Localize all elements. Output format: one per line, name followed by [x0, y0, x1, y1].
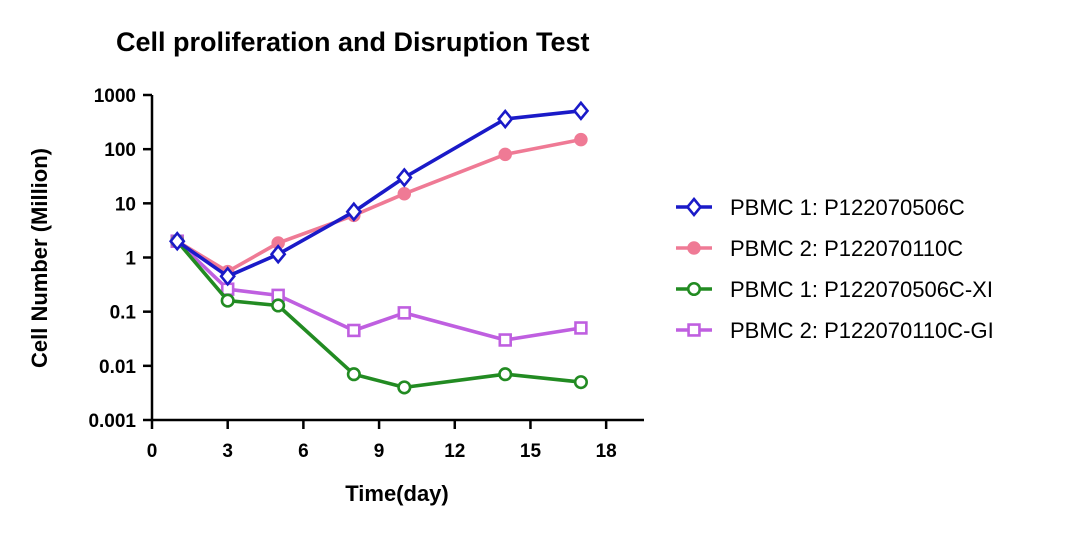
data-point — [397, 380, 412, 395]
data-point — [498, 147, 512, 162]
legend-item: PBMC 1: P122070506C — [676, 195, 965, 220]
y-tick-label: 1000 — [94, 86, 136, 107]
legend-label: PBMC 2: P122070110C-GI — [730, 318, 994, 343]
data-point — [397, 306, 412, 320]
y-axis-label: Cell Number (Million) — [27, 148, 52, 368]
data-point — [346, 367, 361, 382]
x-tick-label: 15 — [520, 441, 542, 462]
data-point — [573, 375, 588, 390]
legend: PBMC 1: P122070506C PBMC 2: P122070110C PB… — [676, 195, 994, 343]
data-point — [572, 100, 590, 121]
axes: 0.001 0.01 0.1 1 10 100 1000 0 3 6 9 12 15 18 — [88, 86, 644, 462]
series-3 — [170, 234, 588, 395]
data-point — [498, 367, 513, 382]
data-point — [345, 201, 363, 222]
legend-item: PBMC 2: P122070110C — [676, 236, 963, 261]
legend-marker — [687, 241, 701, 255]
legend-item: PBMC 2: P122070110C-GI — [676, 318, 994, 343]
legend-label: PBMC 1: P122070506C — [730, 195, 965, 220]
legend-label: PBMC 1: P122070506C-XI — [730, 277, 993, 302]
data-point — [498, 333, 512, 347]
x-tick-label: 18 — [596, 441, 617, 462]
data-point — [397, 187, 412, 201]
series-1 — [168, 100, 590, 287]
y-tick-label: 1 — [125, 249, 136, 270]
data-point — [396, 167, 413, 188]
x-tick-label: 12 — [444, 441, 465, 462]
x-tick-label: 6 — [298, 441, 309, 462]
x-axis-label: Time(day) — [345, 481, 449, 506]
series-2 — [170, 132, 588, 279]
series-line — [176, 137, 582, 274]
y-tick-label: 100 — [104, 140, 136, 161]
data-point — [496, 108, 514, 130]
y-tick-label: 0.01 — [99, 357, 136, 378]
data-point — [574, 321, 588, 335]
x-tick-label: 0 — [147, 441, 158, 462]
y-tick-label: 10 — [115, 194, 136, 215]
data-point — [574, 132, 588, 147]
legend-label: PBMC 2: P122070110C — [730, 236, 963, 261]
legend-marker — [686, 281, 702, 297]
plot-area — [168, 100, 590, 395]
series-4 — [170, 234, 588, 347]
data-point — [168, 231, 186, 252]
legend-marker — [687, 323, 701, 337]
legend-marker — [685, 196, 703, 218]
x-tick-label: 9 — [374, 441, 385, 462]
series-line — [175, 240, 582, 390]
x-tick-label: 3 — [222, 441, 233, 462]
y-tick-label: 0.1 — [110, 303, 137, 324]
data-point — [269, 244, 287, 265]
series-line — [175, 239, 582, 342]
data-point — [219, 266, 236, 287]
data-point — [271, 298, 286, 313]
y-tick-label: 0.001 — [88, 411, 136, 432]
series-line — [176, 109, 582, 279]
data-point — [347, 323, 361, 338]
legend-item: PBMC 1: P122070506C-XI — [676, 277, 993, 302]
chart-title: Cell proliferation and Disruption Test — [116, 27, 590, 57]
data-point — [220, 293, 235, 308]
